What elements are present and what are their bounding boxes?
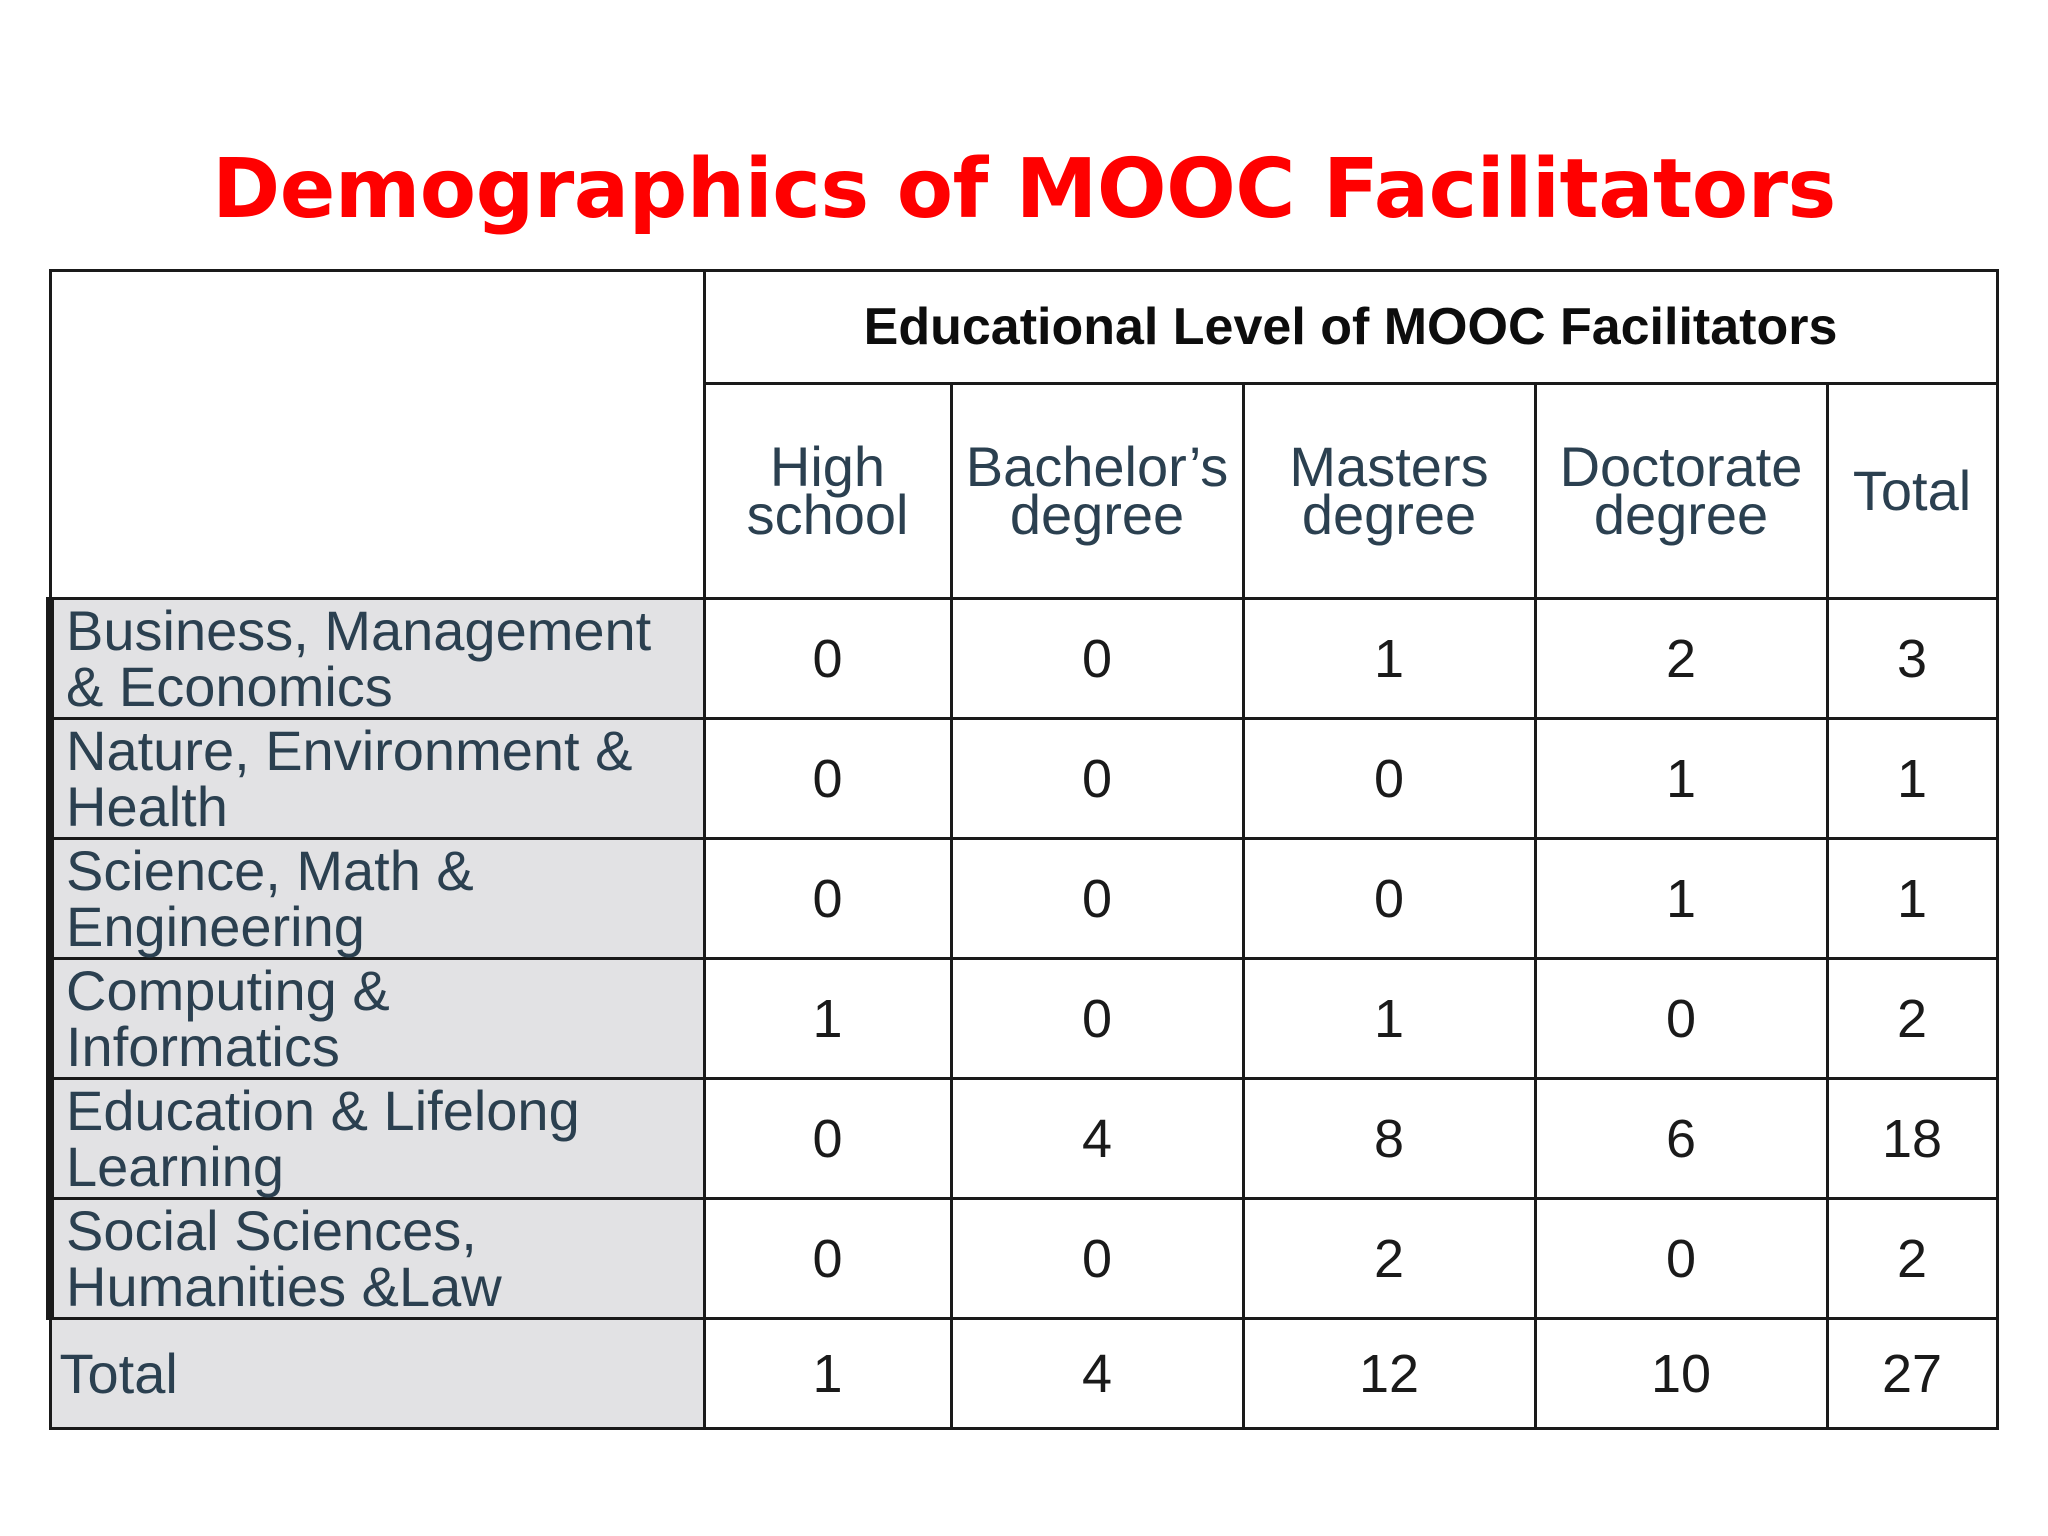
row-label-line: Education & Lifelong — [66, 1078, 580, 1142]
table-cell: 2 — [1825, 1197, 1999, 1320]
total-cell: 10 — [1533, 1317, 1829, 1430]
table-cell: 8 — [1241, 1077, 1537, 1200]
column-header-line: High — [769, 435, 886, 498]
total-cell: 1 — [702, 1317, 953, 1430]
row-label-line: Health — [66, 774, 228, 838]
row-label: Social Sciences, Humanities &Law — [46, 1197, 706, 1320]
column-header-line: Bachelor’s — [965, 435, 1229, 498]
column-header-bachelors-degree: Bachelor’s degree — [949, 382, 1245, 600]
column-header-line: school — [746, 483, 909, 546]
table-row: Social Sciences, Humanities &Law 0 0 2 0 2 — [46, 1197, 1999, 1320]
row-label-line: Informatics — [66, 1014, 340, 1078]
table-cell: 0 — [1241, 837, 1537, 960]
table-cell: 0 — [702, 717, 953, 840]
table-cell: 4 — [949, 1077, 1245, 1200]
column-header-doctorate-degree: Doctorate degree — [1533, 382, 1829, 600]
table-cell: 1 — [1825, 837, 1999, 960]
column-header-masters-degree: Masters degree — [1241, 382, 1537, 600]
table-cell: 1 — [1825, 717, 1999, 840]
table-cell: 0 — [949, 837, 1245, 960]
table-cell: 2 — [1241, 1197, 1537, 1320]
row-label-line: Learning — [66, 1134, 284, 1198]
row-label: Education & Lifelong Learning — [46, 1077, 706, 1200]
row-label-line: Social Sciences, — [66, 1198, 477, 1262]
demographics-table: Educational Level of MOOC Facilitators H… — [46, 269, 1999, 1430]
table-cell: 18 — [1825, 1077, 1999, 1200]
table-cell: 0 — [1533, 957, 1829, 1080]
table-row: Computing & Informatics 1 0 1 0 2 — [46, 957, 1999, 1080]
table-row: Business, Management & Economics 0 0 1 2 3 — [46, 597, 1999, 720]
table-cell: 0 — [702, 1077, 953, 1200]
empty-corner-cell — [48, 269, 706, 600]
table-body: Business, Management & Economics 0 0 1 2 3 Natu… — [46, 597, 1999, 1430]
column-header-line: degree — [1301, 483, 1477, 546]
total-row-label: Total — [48, 1317, 706, 1430]
total-cell: 4 — [949, 1317, 1245, 1430]
table-cell: 0 — [1241, 717, 1537, 840]
column-header-total: Total — [1825, 382, 1999, 600]
total-cell: 27 — [1825, 1317, 1999, 1430]
row-label-line: Engineering — [66, 894, 365, 958]
table-cell: 1 — [1533, 717, 1829, 840]
row-label: Computing & Informatics — [46, 957, 706, 1080]
table-cell: 0 — [702, 597, 953, 720]
table-row: Education & Lifelong Learning 0 4 8 6 18 — [46, 1077, 1999, 1200]
table-row: Nature, Environment & Health 0 0 0 1 1 — [46, 717, 1999, 840]
table-cell: 2 — [1533, 597, 1829, 720]
total-row: Total 1 4 12 10 27 — [48, 1317, 1999, 1430]
row-label-line: Humanities &Law — [66, 1254, 502, 1318]
table-cell: 1 — [1241, 957, 1537, 1080]
column-header-line: Total — [1852, 459, 1972, 522]
table-row: Science, Math & Engineering 0 0 0 1 1 — [46, 837, 1999, 960]
table-cell: 2 — [1825, 957, 1999, 1080]
row-label: Business, Management & Economics — [46, 597, 706, 720]
table-cell: 0 — [949, 717, 1245, 840]
table-cell: 3 — [1825, 597, 1999, 720]
table-cell: 0 — [949, 957, 1245, 1080]
column-header-high-school: High school — [702, 382, 953, 600]
table-cell: 1 — [1241, 597, 1537, 720]
row-label-line: Nature, Environment & — [66, 718, 633, 782]
table-cell: 0 — [1533, 1197, 1829, 1320]
table-cell: 0 — [702, 1197, 953, 1320]
column-header-line: Masters — [1289, 435, 1489, 498]
table-cell: 6 — [1533, 1077, 1829, 1200]
row-label-line: Business, Management — [66, 598, 652, 662]
table-cell: 0 — [949, 597, 1245, 720]
group-header: Educational Level of MOOC Facilitators — [702, 269, 1999, 385]
row-label: Science, Math & Engineering — [46, 837, 706, 960]
column-header-line: degree — [1009, 483, 1185, 546]
table-cell: 1 — [702, 957, 953, 1080]
table-cell: 1 — [1533, 837, 1829, 960]
slide-title: Demographics of MOOC Facilitators — [212, 142, 1836, 237]
row-label: Nature, Environment & Health — [46, 717, 706, 840]
total-cell: 12 — [1241, 1317, 1537, 1430]
table-cell: 0 — [702, 837, 953, 960]
row-label-line: Computing & — [66, 958, 390, 1022]
table-cell: 0 — [949, 1197, 1245, 1320]
column-header-line: degree — [1593, 483, 1769, 546]
column-header-line: Doctorate — [1559, 435, 1803, 498]
row-label-line: & Economics — [66, 654, 393, 718]
row-label-line: Science, Math & — [66, 838, 474, 902]
